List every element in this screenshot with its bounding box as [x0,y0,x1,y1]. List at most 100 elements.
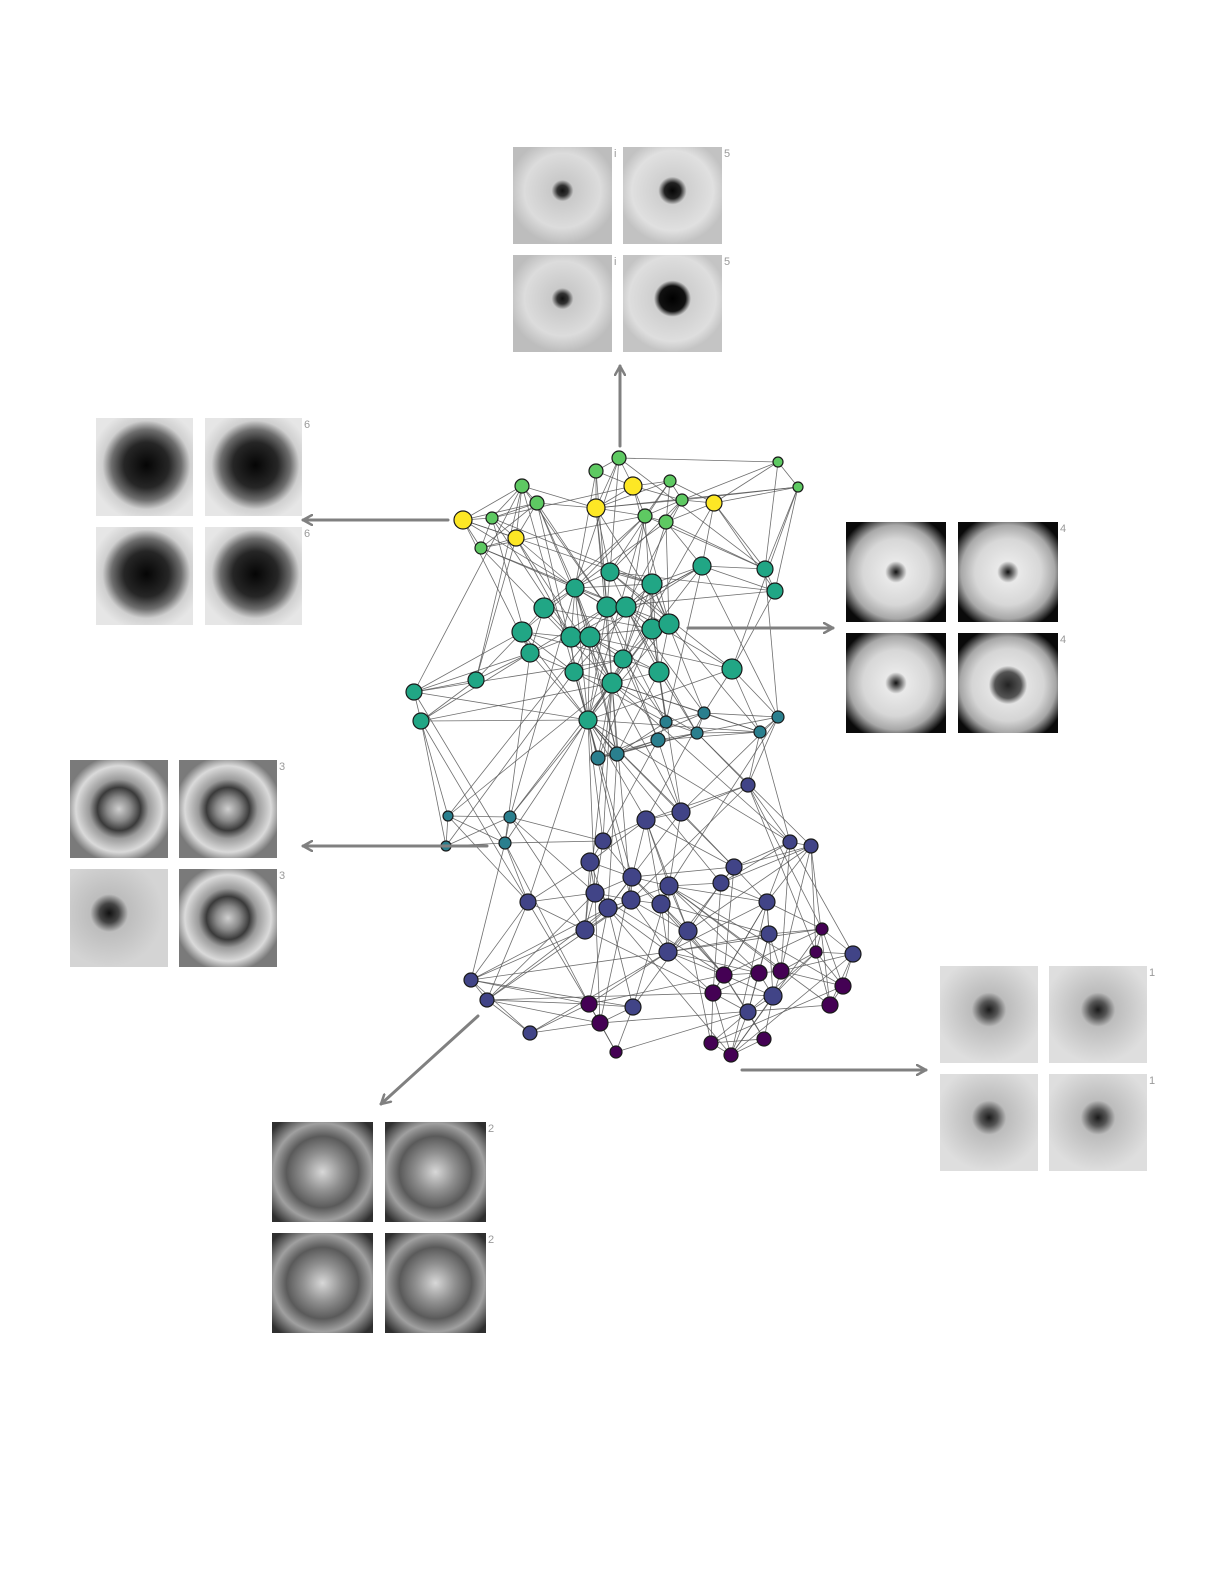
network-edge [625,606,705,714]
network-edge [521,485,589,721]
network-edge [470,979,590,1005]
network-edge [589,565,703,638]
network-edge [665,502,715,523]
tile-faint-lesion [940,966,1038,1063]
network-edge [595,507,613,684]
network-edge [731,668,779,718]
network-node [671,802,691,822]
network-node [771,710,785,724]
network-edge [687,845,812,932]
network-edge [589,636,733,670]
network-node [503,810,517,824]
network-edge [587,668,733,721]
network-edge [631,819,647,878]
network-edge [597,628,653,759]
network-node [579,626,601,648]
network-edge [731,486,799,670]
network-node [485,511,499,525]
tile-mottled [272,1233,373,1333]
network-node [650,732,666,748]
network-node [721,658,743,680]
network-node [658,942,678,962]
network-edge [587,606,608,721]
network-edge [462,485,523,521]
network-edge [588,951,669,1005]
network-node [723,1047,739,1063]
network-edge [625,499,683,608]
cluster-index-label: 6 [304,419,310,431]
network-node [598,898,618,918]
network-edge [594,892,601,1024]
network-node [405,683,423,701]
network-node [591,1014,609,1032]
network-edge [616,671,660,755]
network-edge [527,719,589,903]
network-edge [747,784,791,843]
image-group-middle-left: 33 [70,760,285,967]
cluster-index-label: 5 [724,256,730,268]
network-edge [420,679,477,722]
image-group-upper-left: 66 [96,418,310,625]
network-edge [470,929,586,981]
network-edge [420,720,529,903]
network-edge [588,974,725,1005]
network-edge [543,607,653,630]
network-edge [667,933,770,953]
network-node [514,478,530,494]
network-node [815,922,829,936]
network-edge [712,992,774,997]
network-edge [730,953,854,1056]
network-node [560,626,582,648]
network-node [658,514,674,530]
network-node [585,883,605,903]
network-edge [447,815,529,903]
network-edge [504,840,604,844]
network-node [467,671,485,689]
network-edge [733,841,791,868]
network-node [575,920,595,940]
network-node [739,1003,757,1021]
network-edge [515,537,576,589]
tile-mottled [385,1122,486,1222]
tile-mottled [385,1233,486,1333]
network-edge [595,470,608,608]
network-edge [587,719,735,868]
network-edge [668,885,831,1006]
group-arrows [301,364,928,1106]
network-edge [713,461,779,504]
tile-vignette-lesion [958,633,1058,733]
network-edge [723,866,735,976]
network-node [564,662,584,682]
image-group-bottom-right: 11 [940,966,1155,1171]
tile-large-dark-dot [623,255,722,352]
network-node [821,996,839,1014]
network-node [474,541,488,555]
network-edge [668,885,768,903]
network-edge [668,811,682,887]
cluster-index-label: 6 [304,528,310,540]
network-edge [475,652,531,681]
network-node [463,972,479,988]
network-edge [515,485,523,539]
network-node [725,858,743,876]
network-edge [696,716,779,734]
network-edge [766,901,774,997]
network-edge [631,866,735,878]
network-edge [470,842,506,981]
network-edge [658,671,698,734]
network-edge [480,502,538,549]
tile-faint-lesion [1049,1074,1147,1171]
network-edge [588,907,609,1005]
network-node [412,712,430,730]
network-edge [420,720,447,847]
network-edge [687,882,722,932]
network-edge [703,712,779,718]
network-edge [574,587,589,721]
network-node [611,450,627,466]
cluster-index-label: 2 [488,1234,494,1246]
network-node [663,474,677,488]
network-edge [491,502,538,519]
network-edge [630,899,669,953]
network-edge [573,671,667,723]
network-node [479,992,495,1008]
